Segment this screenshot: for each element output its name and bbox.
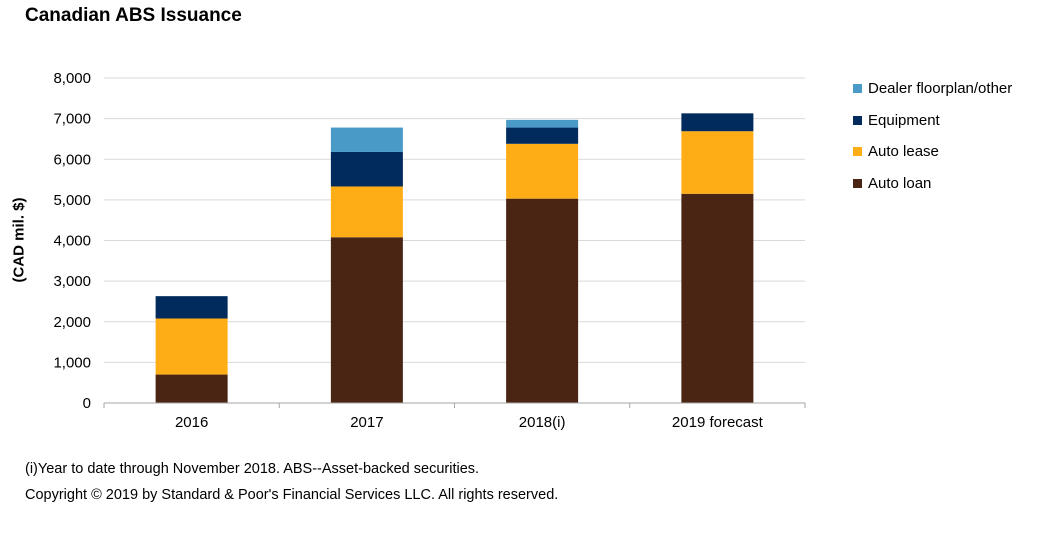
legend-label: Auto lease <box>868 143 939 161</box>
y-tick-label: 6,000 <box>53 151 91 168</box>
bar-auto-loan-2017 <box>330 237 403 403</box>
y-tick-label: 4,000 <box>53 233 91 250</box>
bar-dealer-floorplan-other-2017 <box>330 127 403 152</box>
x-tick-label: 2017 <box>350 414 383 431</box>
chart-legend: Dealer floorplan/other Equipment Auto leas… <box>853 73 1012 199</box>
y-tick-label: 3,000 <box>53 273 91 290</box>
bar-auto-loan-2019-forecast <box>681 193 754 403</box>
legend-swatch <box>853 147 862 157</box>
bar-equipment-2019-forecast <box>681 113 754 132</box>
x-tick-label: 2018(i) <box>519 414 566 431</box>
bar-auto-lease-2016 <box>155 318 228 375</box>
x-tick-label: 2019 forecast <box>672 414 764 431</box>
y-tick-label: 5,000 <box>53 192 91 209</box>
chart-title: Canadian ABS Issuance <box>25 5 242 26</box>
bar-auto-loan-2018-i- <box>506 198 579 403</box>
bar-auto-loan-2016 <box>155 374 228 403</box>
legend-label: Auto loan <box>868 174 932 192</box>
legend-item: Auto loan <box>853 168 1012 200</box>
copyright-notice: Copyright © 2019 by Standard & Poor's Fi… <box>25 487 559 503</box>
y-tick-label: 1,000 <box>53 354 91 371</box>
bar-dealer-floorplan-other-2018-i- <box>506 119 579 128</box>
legend-swatch <box>853 115 862 125</box>
bar-auto-lease-2018-i- <box>506 143 579 199</box>
y-tick-label: 0 <box>83 395 91 412</box>
legend-label: Dealer floorplan/other <box>868 80 1013 98</box>
legend-item: Equipment <box>853 105 1012 137</box>
bar-equipment-2017 <box>330 151 403 187</box>
bar-auto-lease-2019-forecast <box>681 131 754 194</box>
x-tick-label: 2016 <box>175 414 208 431</box>
bar-auto-lease-2017 <box>330 186 403 238</box>
bar-equipment-2018-i- <box>506 127 579 144</box>
legend-item: Auto lease <box>853 136 1012 168</box>
footnote-definition: (i)Year to date through November 2018. A… <box>25 461 480 477</box>
y-tick-label: 8,000 <box>53 70 91 87</box>
legend-item: Dealer floorplan/other <box>853 73 1012 105</box>
y-tick-label: 2,000 <box>53 314 91 331</box>
legend-swatch <box>853 178 862 188</box>
legend-label: Equipment <box>868 111 940 129</box>
legend-swatch <box>853 84 862 94</box>
bar-equipment-2016 <box>155 296 228 319</box>
y-tick-label: 7,000 <box>53 111 91 128</box>
